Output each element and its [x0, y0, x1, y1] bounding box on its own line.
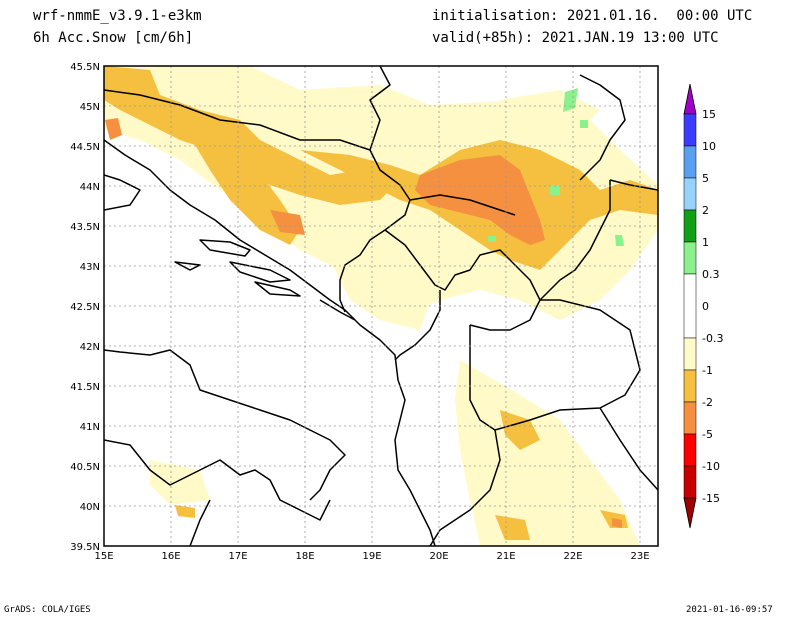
lon-label: 16E: [161, 551, 180, 562]
footer-timestamp: 2021-01-16-09:57: [686, 605, 773, 615]
colorbar-swatch: [683, 401, 697, 435]
colorbar-label: -10: [702, 460, 720, 473]
colorbar-swatch: [683, 177, 697, 211]
colorbar-swatch: [683, 369, 697, 403]
lon-label: 15E: [94, 551, 113, 562]
footer-credit: GrADS: COLA/IGES: [4, 605, 91, 615]
lat-label: 45.5N: [70, 62, 100, 73]
colorbar-label: -5: [702, 428, 713, 441]
lat-label: 42.5N: [70, 302, 100, 313]
colorbar-swatch: [683, 209, 697, 243]
lat-label: 40N: [80, 502, 100, 513]
lat-label: 39.5N: [70, 542, 100, 553]
colorbar-label: 2: [702, 204, 709, 217]
colorbar-label: 5: [702, 172, 709, 185]
colorbar-label: -0.3: [702, 332, 723, 345]
valid-time: valid(+85h): 2021.JAN.19 13:00 UTC: [432, 30, 719, 46]
colorbar-swatch: [683, 433, 697, 467]
colorbar-bottom-arrow: [683, 497, 697, 529]
colorbar-label: 15: [702, 108, 716, 121]
lon-label: 17E: [228, 551, 247, 562]
lat-label: 40.5N: [70, 462, 100, 473]
lat-label: 43.5N: [70, 222, 100, 233]
colorbar-swatch: [683, 113, 697, 147]
lon-label: 22E: [563, 551, 582, 562]
colorbar-label: -15: [702, 492, 720, 505]
colorbar-swatch: [683, 241, 697, 275]
field-title: 6h Acc.Snow [cm/6h]: [33, 30, 194, 46]
grid-lines: [104, 66, 658, 546]
snow-field-heavy: [105, 118, 622, 528]
lon-label: 21E: [496, 551, 515, 562]
coastlines-borders: [104, 66, 658, 546]
colorbar-swatch: [683, 337, 697, 371]
lat-label: 44N: [80, 182, 100, 193]
colorbar-swatch: [683, 273, 697, 339]
colorbar-label: 0: [702, 300, 709, 313]
lon-label: 19E: [362, 551, 381, 562]
colorbar-label: 1: [702, 236, 709, 249]
lat-label: 41.5N: [70, 382, 100, 393]
colorbar-label: -2: [702, 396, 713, 409]
plot-frame: [103, 65, 659, 547]
lon-label: 18E: [295, 551, 314, 562]
lat-label: 44.5N: [70, 142, 100, 153]
lat-axis: 45.5N 45N 44.5N 44N 43.5N 43N 42.5N 42N …: [70, 62, 100, 553]
lon-axis: 15E 16E 17E 18E 19E 20E 21E 22E 23E: [94, 551, 649, 562]
colorbar-label: 0.3: [702, 268, 720, 281]
lat-label: 41N: [80, 422, 100, 433]
colorbar-label: 10: [702, 140, 716, 153]
lon-label: 23E: [630, 551, 649, 562]
lat-label: 42N: [80, 342, 100, 353]
lat-label: 45N: [80, 102, 100, 113]
colorbar-label: -1: [702, 364, 713, 377]
lon-label: 20E: [429, 551, 448, 562]
colorbar-top-arrow: [683, 83, 697, 115]
colorbar-swatch: [683, 145, 697, 179]
colorbar: 15 10 5 2 1 0.3 0 -0.3 -1 -2 -5 -10 -15: [683, 83, 723, 529]
init-time: initialisation: 2021.01.16. 00:00 UTC: [432, 8, 753, 24]
lat-label: 43N: [80, 262, 100, 273]
colorbar-swatch: [683, 465, 697, 499]
model-title: wrf-nmmE_v3.9.1-e3km: [33, 8, 202, 24]
